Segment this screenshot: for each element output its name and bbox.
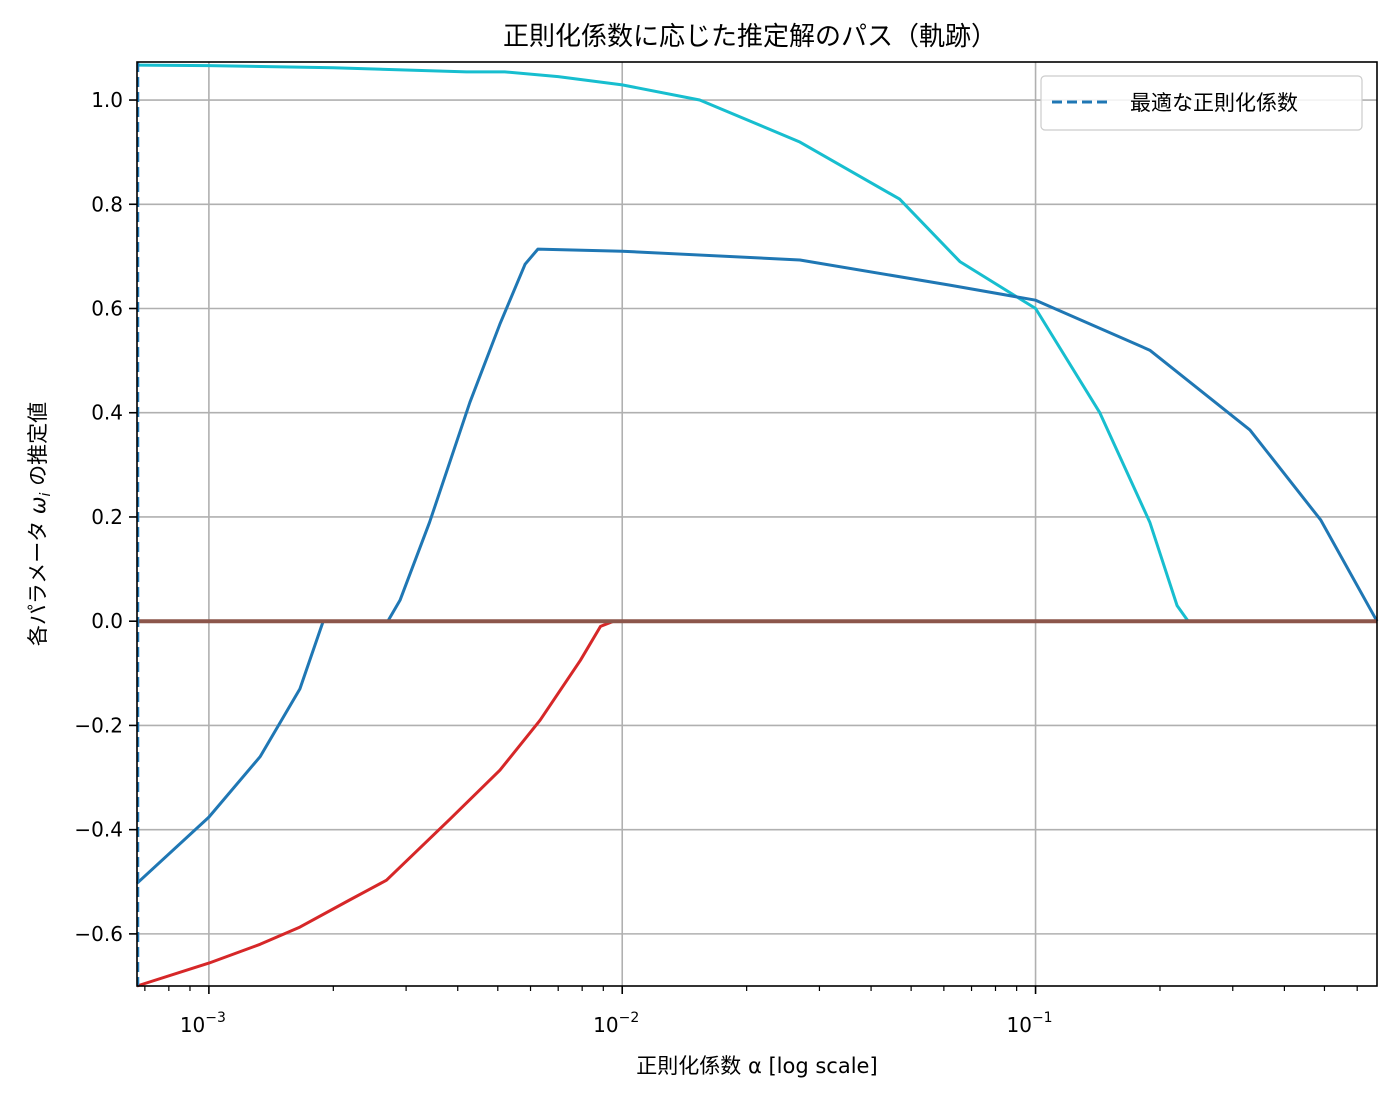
y-tick-label: 1.0 [91,88,123,112]
x-tick-label: 10−2 [593,1010,639,1037]
x-tick-label: 10−3 [180,1010,226,1037]
y-tick-label: −0.4 [74,818,123,842]
series-line-w_cyan [136,63,1377,623]
y-tick-label: 0.0 [91,609,123,633]
y-axis-ticks: 1.0 0.8 0.6 0.4 0.2 0.0 −0.2 −0.4 −0.6 [74,88,137,946]
plot-area [137,62,1377,986]
legend: 最適な正則化係数 [1040,75,1363,131]
axes-frame [136,61,1378,987]
x-tick-label: 10−1 [1007,1010,1053,1037]
y-tick-label: 0.8 [91,192,123,216]
data-series [135,63,1379,988]
legend-box [1040,75,1363,131]
x-axis-ticks: 10−3 10−2 10−1 [144,986,1358,1037]
series-line-w_blue [135,247,1379,885]
x-axis-label: 正則化係数 α [log scale] [636,1054,877,1078]
y-tick-label: −0.6 [74,922,123,946]
y-tick-label: 0.6 [91,297,123,321]
legend-label: 最適な正則化係数 [1130,91,1298,115]
series-line-w_red [136,619,1377,988]
y-tick-label: −0.2 [74,713,123,737]
chart-title: 正則化係数に応じた推定解のパス（軌跡） [503,22,997,52]
y-axis-label: 各パラメータ ωi の推定値 [26,402,54,646]
y-tick-label: 0.4 [91,401,123,425]
y-tick-label: 0.2 [91,505,123,529]
